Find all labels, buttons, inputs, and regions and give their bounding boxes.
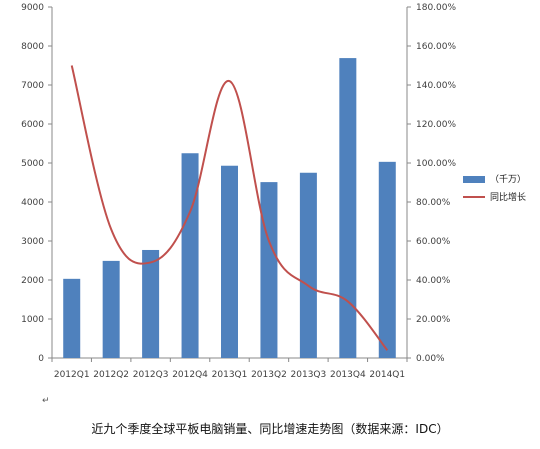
bar — [63, 278, 81, 358]
line-series — [70, 65, 389, 351]
right-tick-label: 40.00% — [416, 276, 451, 286]
right-tick-label: 0.00% — [416, 354, 445, 364]
x-tick-label: 2013Q2 — [251, 370, 287, 380]
bar-series — [63, 58, 396, 359]
x-tick-label: 2013Q1 — [212, 370, 248, 380]
legend: （千万） 同比增长 — [463, 174, 526, 203]
paragraph-mark: ↵ — [42, 396, 50, 406]
right-tick-label: 180.00% — [416, 3, 456, 13]
bar — [339, 58, 357, 359]
right-tick-label: 20.00% — [416, 315, 451, 325]
x-tick-label: 2014Q1 — [369, 370, 405, 380]
legend-label-line: 同比增长 — [490, 191, 526, 203]
bar — [299, 172, 317, 358]
bar — [221, 165, 238, 358]
right-tick-label: 100.00% — [416, 159, 456, 169]
right-tick-label: 140.00% — [416, 81, 456, 91]
x-tick-label: 2012Q1 — [54, 370, 90, 380]
right-tick-label: 80.00% — [416, 198, 451, 208]
bar — [142, 249, 160, 358]
left-tick-labels: 0 1000 2000 3000 4000 5000 6000 7000 8000 9000 — [21, 3, 44, 364]
bar — [102, 260, 120, 358]
x-tick-label: 2012Q2 — [93, 370, 129, 380]
right-tick-labels: 0.00% 20.00% 40.00% 60.00% 80.00% 100.00% 120.… — [416, 3, 456, 364]
x-tick-label: 2012Q3 — [133, 370, 169, 380]
left-tick-label: 2000 — [21, 276, 44, 286]
left-tick-label: 7000 — [21, 81, 44, 91]
left-tick-label: 0 — [38, 354, 44, 364]
right-tick-label: 120.00% — [416, 120, 456, 130]
bar — [378, 161, 396, 358]
x-tick-label: 2012Q4 — [172, 370, 208, 380]
left-tick-label: 4000 — [21, 198, 44, 208]
left-tick-label: 6000 — [21, 120, 44, 130]
bar — [260, 182, 278, 358]
bar — [181, 153, 199, 358]
x-tick-label: 2013Q4 — [330, 370, 366, 380]
left-tick-label: 1000 — [21, 315, 44, 325]
right-tick-label: 60.00% — [416, 237, 451, 247]
left-tick-label: 9000 — [21, 3, 44, 13]
legend-label-bar: （千万） — [490, 174, 526, 185]
right-tick-label: 160.00% — [416, 42, 456, 52]
x-tick-labels: 2012Q1 2012Q2 2012Q3 2012Q4 2013Q1 2013Q2 2013… — [54, 370, 405, 380]
x-tick-label: 2013Q3 — [291, 370, 327, 380]
chart: 2012Q1 2012Q2 2012Q3 2012Q4 2013Q1 2013Q2 2013… — [21, 3, 526, 380]
left-tick-label: 8000 — [21, 42, 44, 52]
chart-caption: 近九个季度全球平板电脑销量、同比增速走势图（数据来源：IDC） — [91, 422, 449, 436]
left-tick-label: 3000 — [21, 237, 44, 247]
legend-swatch-bar — [463, 176, 485, 183]
left-tick-label: 5000 — [21, 159, 44, 169]
